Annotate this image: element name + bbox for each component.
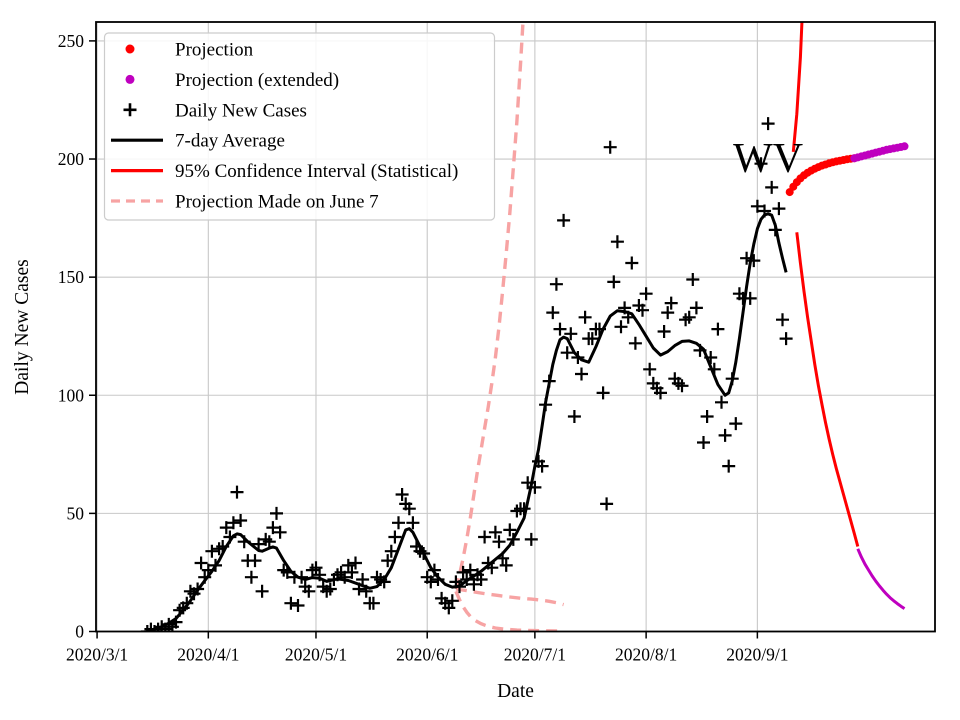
y-tick-label: 50 <box>67 503 85 523</box>
y-tick-label: 100 <box>58 385 85 405</box>
series-projection <box>785 154 859 197</box>
series-95-ci-lower-extended <box>856 548 906 610</box>
legend-item-projection-extended: Projection (extended) <box>125 70 339 91</box>
plot-border <box>95 21 936 633</box>
x-tick-label: 2020/3/1 <box>66 645 128 665</box>
legend-item-95-confidence-interval-statistical: 95% Confidence Interval (Statistical) <box>111 161 458 182</box>
series-projection-made-on-june-7-lower-95-ci <box>454 590 564 632</box>
x-tick-label: 2020/7/1 <box>504 645 566 665</box>
x-axis-label: Date <box>497 681 534 702</box>
y-tick-label: 250 <box>58 31 85 51</box>
legend-dot-marker <box>125 74 135 84</box>
state-annotation: WV <box>733 136 803 182</box>
y-tick-label: 150 <box>58 267 85 287</box>
series-95-confidence-interval-statistical-lower <box>795 232 860 547</box>
legend-item-projection-made-on-june-7: Projection Made on June 7 <box>111 192 379 213</box>
legend-box <box>103 32 496 221</box>
series-projection-made-on-june-7-central <box>455 587 565 607</box>
series-projection-made-on-june-7-upper-95-ci <box>454 22 525 590</box>
series-95-confidence-interval-statistical-upper <box>791 22 804 153</box>
legend-item-daily-new-cases: Daily New Cases <box>123 100 307 121</box>
y-tick-label: 200 <box>58 149 85 169</box>
x-tick-label: 2020/8/1 <box>615 645 677 665</box>
legend-label: Projection <box>175 40 254 61</box>
axis-ticks: 2020/3/1 2020/4/1 2020/5/1 2020/6/1 2020/7/1… <box>58 31 789 665</box>
x-tick-label: 2020/5/1 <box>285 645 347 665</box>
legend-label: Projection Made on June 7 <box>175 192 379 213</box>
y-axis-label: Daily New Cases <box>12 259 33 394</box>
series-7-day-average <box>146 212 788 632</box>
legend-plus-marker <box>123 103 137 117</box>
projection-dot <box>900 142 909 151</box>
x-tick-label: 2020/9/1 <box>726 645 788 665</box>
legend-dot-marker <box>125 44 135 54</box>
legend-label: 7-day Average <box>175 131 285 152</box>
data-series <box>140 22 909 632</box>
legend-label: Daily New Cases <box>175 100 307 121</box>
x-tick-label: 2020/6/1 <box>396 645 458 665</box>
legend-label: 95% Confidence Interval (Statistical) <box>175 161 458 182</box>
y-tick-label: 0 <box>75 622 84 642</box>
legend: Projection Projection (extended) Daily New… <box>103 32 496 221</box>
legend-label: Projection (extended) <box>175 70 339 91</box>
series-projection-extended <box>850 142 909 163</box>
x-tick-label: 2020/4/1 <box>177 645 239 665</box>
legend-item-7-day-average: 7-day Average <box>111 131 285 152</box>
legend-item-projection: Projection <box>125 40 254 61</box>
